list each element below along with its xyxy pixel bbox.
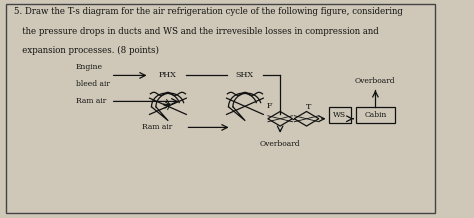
- Text: 5. Draw the T-s diagram for the air refrigeration cycle of the following figure,: 5. Draw the T-s diagram for the air refr…: [14, 7, 403, 16]
- Text: bleed air: bleed air: [75, 80, 109, 88]
- Text: F: F: [266, 102, 272, 110]
- FancyBboxPatch shape: [328, 107, 351, 123]
- Text: the pressure drops in ducts and WS and the irrevesible losses in compression and: the pressure drops in ducts and WS and t…: [14, 27, 379, 36]
- FancyBboxPatch shape: [356, 107, 394, 123]
- FancyBboxPatch shape: [6, 4, 436, 213]
- Text: Overboard: Overboard: [355, 77, 396, 85]
- Text: Ram air: Ram air: [75, 97, 106, 106]
- Text: SHX: SHX: [236, 71, 254, 79]
- Text: WS: WS: [333, 111, 346, 119]
- Text: Ram air: Ram air: [142, 123, 172, 131]
- Text: Cabin: Cabin: [364, 111, 387, 119]
- Text: Overboard: Overboard: [260, 140, 301, 148]
- Text: PHX: PHX: [159, 71, 177, 79]
- Text: Engine: Engine: [75, 63, 102, 71]
- Text: expansion processes. (8 points): expansion processes. (8 points): [14, 46, 159, 55]
- Text: T: T: [306, 103, 311, 111]
